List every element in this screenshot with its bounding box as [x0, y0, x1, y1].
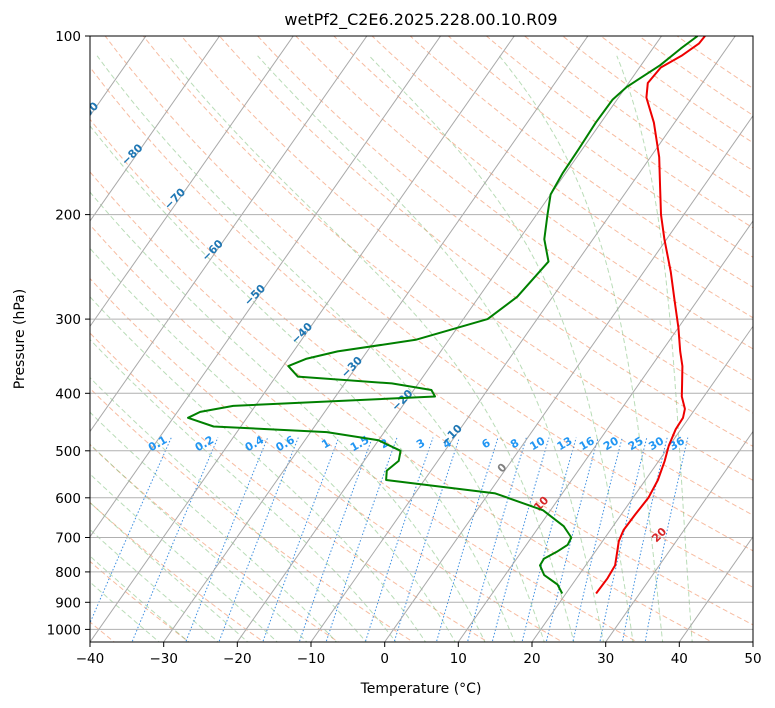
mixing-ratio-line [364, 437, 434, 642]
dry-adiabat-line [90, 66, 753, 588]
isotherm-line [384, 114, 753, 642]
dry-adiabat-line [90, 277, 564, 642]
y-tick-label: 500 [55, 444, 81, 460]
isotherm-label: −90 [75, 99, 102, 126]
y-tick-label: 200 [55, 208, 81, 224]
isotherm-line [90, 36, 221, 222]
dry-adiabat-line [257, 36, 753, 414]
isotherm-line [457, 220, 753, 642]
isotherm-line [310, 36, 736, 642]
y-tick-label: 900 [55, 595, 81, 611]
mixing-ratio-line [185, 437, 269, 642]
mixing-ratio-line [467, 437, 527, 642]
isotherms [90, 36, 753, 642]
dry-adiabat-line [90, 171, 713, 642]
isotherm-line [236, 36, 663, 642]
dry-adiabat-line [218, 36, 753, 447]
mixing-ratio-line [435, 437, 499, 642]
y-tick-label: 600 [55, 491, 81, 507]
mixing-ratio-line [90, 437, 172, 625]
temperature-profile-line [595, 36, 706, 595]
mixing-ratio-line [644, 437, 689, 642]
x-axis-title: Temperature (°C) [360, 681, 482, 697]
dry-adiabat-line [600, 36, 753, 144]
y-tick-label: 400 [55, 386, 81, 402]
dry-adiabat-line [142, 36, 753, 516]
dry-adiabat-line [90, 224, 639, 642]
mixing-ratio-line [572, 437, 623, 642]
mixing-ratio-line [131, 437, 219, 642]
plot-area: 0.10.20.40.611.52346810131620253036−100−… [75, 36, 753, 642]
y-tick-label: 1000 [47, 622, 81, 638]
x-tick-label: 50 [744, 651, 761, 667]
x-tick-label: 30 [597, 651, 614, 667]
x-tick-label: −10 [297, 651, 326, 667]
dry-adiabat-line [90, 501, 265, 642]
plot-frame [89, 35, 754, 643]
x-tick-label: 10 [450, 651, 467, 667]
isotherm-line [90, 36, 368, 433]
moist-adiabat-line [90, 191, 486, 642]
profile-series [187, 36, 706, 595]
dry-adiabat-line [104, 36, 753, 552]
y-tick-label: 800 [55, 565, 81, 581]
x-tick-label: −30 [149, 651, 178, 667]
mixing-ratio-line [491, 437, 550, 642]
y-axis-title: Pressure (hPa) [12, 289, 28, 389]
mixing-ratio-line [521, 437, 577, 642]
x-tick-label: −40 [76, 651, 105, 667]
pressure-gridlines [90, 36, 753, 630]
x-tick-label: 40 [671, 651, 688, 667]
y-tick-label: 100 [55, 29, 81, 45]
isotherm-line [90, 36, 294, 328]
axes: −40 −30 −20 −10 0 10 20 30 40 50 100 200 300 400 500 60… [47, 29, 762, 667]
isotherm-line [90, 36, 442, 538]
dewpoint-profile-line [187, 36, 699, 594]
mixing-ratio-lines [90, 437, 689, 642]
y-tick-label: 300 [55, 312, 81, 328]
x-tick-label: 20 [523, 651, 540, 667]
isotherm-line [90, 36, 515, 642]
isotherm-line [163, 36, 589, 642]
x-tick-label: −20 [223, 651, 252, 667]
chart-title: wetPf2_C2E6.2025.228.00.10.R09 [284, 10, 557, 30]
mixing-ratio-line [393, 437, 460, 642]
dry-adiabat-line [90, 118, 753, 626]
mixing-ratio-line [298, 437, 373, 642]
isotherm-line [678, 535, 753, 642]
dry-adiabat-line [485, 36, 753, 229]
mixing-ratio-line [325, 437, 398, 642]
dry-adiabats [90, 36, 753, 642]
y-tick-label: 700 [55, 531, 81, 547]
mixing-ratio-line [599, 437, 648, 642]
isotherm-line [531, 325, 753, 642]
x-tick-label: 0 [380, 651, 389, 667]
dry-adiabat-line [447, 36, 753, 258]
isotherm-line [605, 430, 753, 642]
dry-adiabat-line [371, 36, 753, 319]
